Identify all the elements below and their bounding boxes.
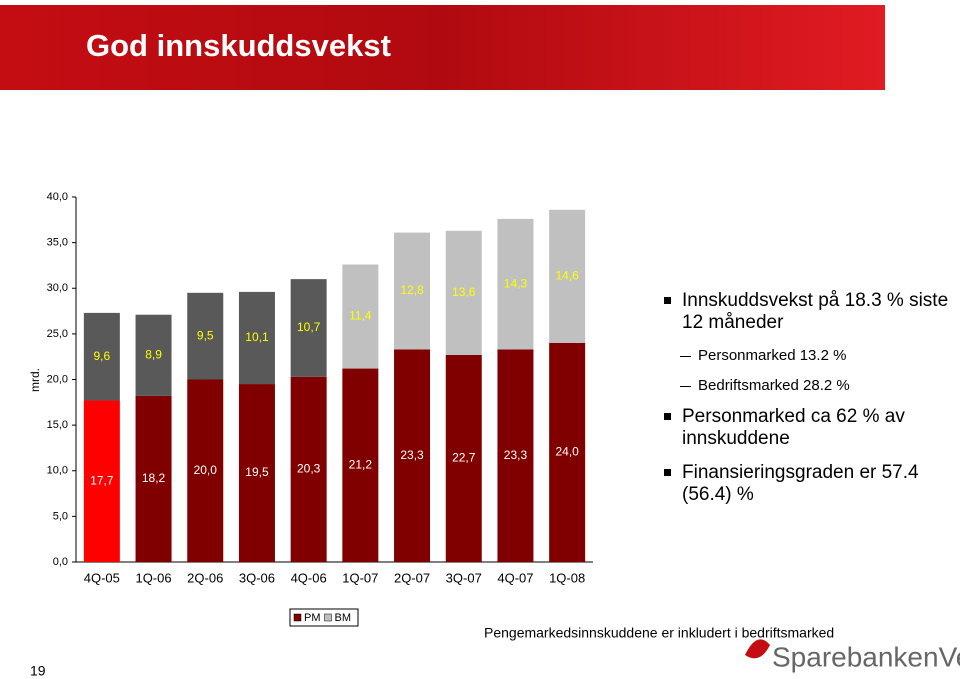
value-label: 22,7	[452, 451, 476, 465]
value-label: 18,2	[142, 471, 166, 485]
bar-segment	[549, 209, 586, 343]
value-label: 17,7	[90, 473, 114, 487]
legend-swatch	[324, 613, 332, 622]
bar-segment	[342, 368, 379, 562]
bar-segment	[445, 230, 482, 355]
bar-segment	[135, 395, 172, 562]
value-label: 14,6	[555, 269, 579, 283]
logo-icon	[745, 639, 770, 659]
x-tick-label: 2Q-06	[187, 570, 223, 585]
bullet: Innskuddsvekst på 18.3 % siste 12 månede…	[662, 290, 958, 334]
value-label: 8,9	[145, 347, 162, 361]
value-label: 19,5	[245, 465, 269, 479]
bar-segment	[497, 349, 534, 562]
bar-segment	[187, 379, 224, 562]
value-label: 11,4	[349, 309, 372, 323]
value-label: 9,5	[197, 328, 214, 342]
sub-bullet: Bedriftsmarked 28.2 %	[662, 376, 958, 396]
y-axis-label: mrd.	[28, 368, 42, 392]
y-tick-label: 5,0	[53, 510, 68, 522]
bar-segment	[497, 218, 534, 350]
bar-segment	[238, 384, 275, 562]
value-label: 10,1	[245, 330, 269, 344]
bar-segment	[290, 376, 327, 562]
value-label: 9,6	[94, 349, 111, 363]
legend-box	[289, 608, 359, 627]
y-tick-label: 10,0	[47, 465, 68, 477]
slide-title: God innskuddsvekst	[86, 28, 391, 63]
x-tick-label: 1Q-07	[342, 570, 378, 585]
sub-bullet: Personmarked 13.2 %	[662, 346, 958, 366]
bullet-list: Innskuddsvekst på 18.3 % siste 12 månede…	[662, 290, 958, 518]
bar-segment	[394, 349, 431, 562]
title-banner	[0, 5, 885, 90]
x-tick-label: 2Q-07	[394, 570, 430, 585]
x-tick-label: 1Q-08	[549, 570, 585, 585]
y-tick-label: 35,0	[47, 237, 68, 249]
bar-segment	[83, 400, 120, 562]
y-tick-label: 20,0	[47, 373, 68, 385]
value-label: 12,8	[400, 283, 424, 297]
x-tick-label: 1Q-06	[135, 570, 171, 585]
bullet: Finansieringsgraden er 57.4 (56.4) %	[662, 462, 958, 506]
value-label: 21,2	[349, 457, 373, 471]
y-tick-label: 15,0	[47, 419, 68, 431]
value-label: 23,3	[504, 448, 528, 462]
value-label: 20,3	[297, 462, 321, 476]
bar-segment	[187, 292, 224, 380]
page-number: 19	[30, 663, 46, 679]
footnote: Pengemarkedsinnskuddene er inkludert i b…	[484, 625, 834, 641]
bar-segment	[290, 279, 327, 377]
legend-label: PM	[304, 612, 321, 624]
y-tick-label: 40,0	[47, 191, 68, 203]
y-tick-label: 25,0	[47, 328, 68, 340]
value-label: 23,3	[400, 448, 424, 462]
x-tick-label: 4Q-06	[291, 570, 327, 585]
bar-segment	[394, 232, 431, 350]
legend-label: BM	[335, 612, 352, 624]
x-tick-label: 4Q-05	[84, 570, 120, 585]
y-tick-label: 0,0	[53, 556, 68, 568]
bar-segment	[445, 354, 482, 562]
value-label: 20,0	[194, 463, 218, 477]
value-label: 24,0	[555, 445, 579, 459]
value-label: 14,3	[504, 276, 528, 290]
bar-segment	[83, 312, 120, 401]
value-label: 13,6	[452, 285, 476, 299]
x-tick-label: 4Q-07	[497, 570, 533, 585]
legend-swatch	[293, 613, 302, 622]
bar-segment	[238, 291, 275, 385]
bar-segment	[135, 314, 172, 396]
bullet: Personmarked ca 62 % av innskuddene	[662, 406, 958, 450]
x-tick-label: 3Q-06	[239, 570, 275, 585]
logo: SparebankenVest	[772, 641, 960, 672]
bar-segment	[549, 343, 586, 562]
value-label: 10,7	[297, 320, 321, 334]
x-tick-label: 3Q-07	[446, 570, 482, 585]
y-tick-label: 30,0	[47, 282, 68, 294]
bar-segment	[342, 264, 379, 369]
